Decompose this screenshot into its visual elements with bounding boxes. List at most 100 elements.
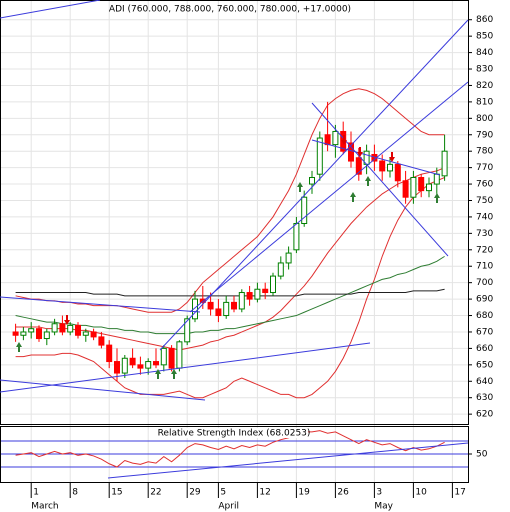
candle-body bbox=[12, 331, 19, 336]
candle-body bbox=[285, 252, 292, 264]
y-tick-label: 790 bbox=[476, 130, 493, 140]
candle-body bbox=[394, 163, 401, 182]
trendlines bbox=[0, 0, 469, 479]
y-tick-label: 810 bbox=[476, 97, 493, 107]
sell-arrow bbox=[341, 135, 347, 145]
y-tick-label: 780 bbox=[476, 147, 493, 157]
y-tick-label: 820 bbox=[476, 81, 493, 91]
trendline bbox=[0, 0, 101, 19]
y-tick-label: 660 bbox=[476, 344, 493, 354]
y-tick-label: 680 bbox=[476, 311, 493, 321]
candle-body bbox=[433, 173, 440, 185]
buy-arrow bbox=[297, 182, 303, 192]
candle-body bbox=[82, 331, 89, 336]
candle-body bbox=[129, 357, 136, 366]
overlay-line bbox=[15, 255, 445, 335]
candle-body bbox=[324, 134, 331, 146]
candle-body bbox=[59, 323, 66, 333]
candle-body bbox=[309, 176, 315, 185]
candle-body bbox=[387, 163, 393, 172]
x-tick-label: 10 bbox=[415, 488, 427, 498]
buy-arrow bbox=[365, 176, 371, 186]
candle-body bbox=[28, 328, 35, 333]
candle-body bbox=[262, 288, 269, 294]
overlay-line bbox=[15, 177, 445, 399]
y-tick-label: 720 bbox=[476, 245, 493, 255]
x-tick-label: 8 bbox=[72, 488, 78, 498]
candle-body bbox=[270, 275, 276, 294]
candle-body bbox=[75, 324, 81, 336]
candle-body bbox=[426, 183, 432, 192]
x-tick-label: 29 bbox=[189, 488, 201, 498]
candle-body bbox=[402, 180, 409, 198]
month-label: April bbox=[218, 502, 239, 512]
candle-body bbox=[121, 357, 128, 374]
x-tick-label: 5 bbox=[220, 488, 226, 498]
sell-arrow bbox=[64, 315, 70, 325]
y-tick-label: 840 bbox=[476, 48, 493, 58]
candle-body bbox=[277, 262, 284, 277]
trendline bbox=[189, 81, 469, 313]
buy-arrow bbox=[16, 342, 22, 352]
candle-body bbox=[145, 361, 152, 369]
candle-body bbox=[98, 336, 105, 346]
y-tick-label: 800 bbox=[476, 114, 493, 124]
candle-body bbox=[176, 341, 183, 369]
y-tick-label: 730 bbox=[476, 229, 493, 239]
sell-arrow bbox=[357, 147, 363, 157]
candle-body bbox=[168, 347, 175, 369]
y-tick-label: 860 bbox=[476, 15, 493, 25]
trendline bbox=[0, 379, 206, 401]
x-tick-label: 26 bbox=[337, 488, 349, 498]
candle-body bbox=[301, 196, 308, 225]
trendline bbox=[0, 342, 371, 393]
y-tick-label: 700 bbox=[476, 278, 493, 288]
candle-body bbox=[254, 288, 261, 300]
x-tick-label: 17 bbox=[454, 488, 465, 498]
x-tick-label: 22 bbox=[150, 488, 161, 498]
y-tick-label: 690 bbox=[476, 295, 493, 305]
overlay-line bbox=[15, 88, 445, 313]
rsi-title: Relative Strength Index (68.0253) bbox=[158, 429, 311, 439]
x-tick-label: 3 bbox=[376, 488, 382, 498]
buy-arrow bbox=[155, 369, 161, 379]
y-tick-label: 670 bbox=[476, 327, 493, 337]
candle-body bbox=[51, 323, 58, 333]
overlay-line bbox=[15, 288, 445, 297]
y-tick-label: 850 bbox=[476, 32, 493, 42]
buy-arrow bbox=[350, 192, 356, 202]
trendline bbox=[311, 102, 449, 257]
candle-body bbox=[223, 301, 230, 317]
trendline bbox=[107, 442, 469, 479]
candle-body bbox=[192, 298, 198, 320]
buy-arrow bbox=[434, 193, 440, 203]
price-frame bbox=[0, 0, 469, 425]
signals bbox=[16, 135, 440, 379]
candle-body bbox=[355, 157, 362, 175]
candle-body bbox=[207, 301, 214, 310]
candle-body bbox=[316, 137, 323, 175]
candle-body bbox=[246, 292, 253, 300]
y-tick-label: 760 bbox=[476, 180, 493, 190]
candle-body bbox=[106, 344, 113, 363]
candle-body bbox=[20, 331, 27, 336]
candle-body bbox=[90, 331, 97, 338]
x-tick-label: 15 bbox=[111, 488, 122, 498]
candle-body bbox=[231, 301, 237, 310]
candle-body bbox=[348, 142, 354, 162]
candle-body bbox=[332, 130, 339, 146]
y-tick-label: 650 bbox=[476, 360, 493, 370]
trendline bbox=[159, 19, 469, 351]
candle-body bbox=[153, 361, 159, 366]
y-tick-label: 630 bbox=[476, 393, 493, 403]
month-label: May bbox=[374, 502, 393, 512]
buy-arrow bbox=[171, 369, 177, 379]
chart-title: ADI (760.000, 788.000, 760.000, 780.000,… bbox=[109, 5, 351, 15]
candle-body bbox=[184, 318, 191, 343]
y-tick-label: 640 bbox=[476, 377, 493, 387]
candle-body bbox=[215, 308, 222, 317]
candle-body bbox=[293, 223, 300, 251]
overlay-line bbox=[15, 167, 445, 351]
candle-body bbox=[410, 176, 417, 198]
candle-body bbox=[379, 160, 386, 172]
